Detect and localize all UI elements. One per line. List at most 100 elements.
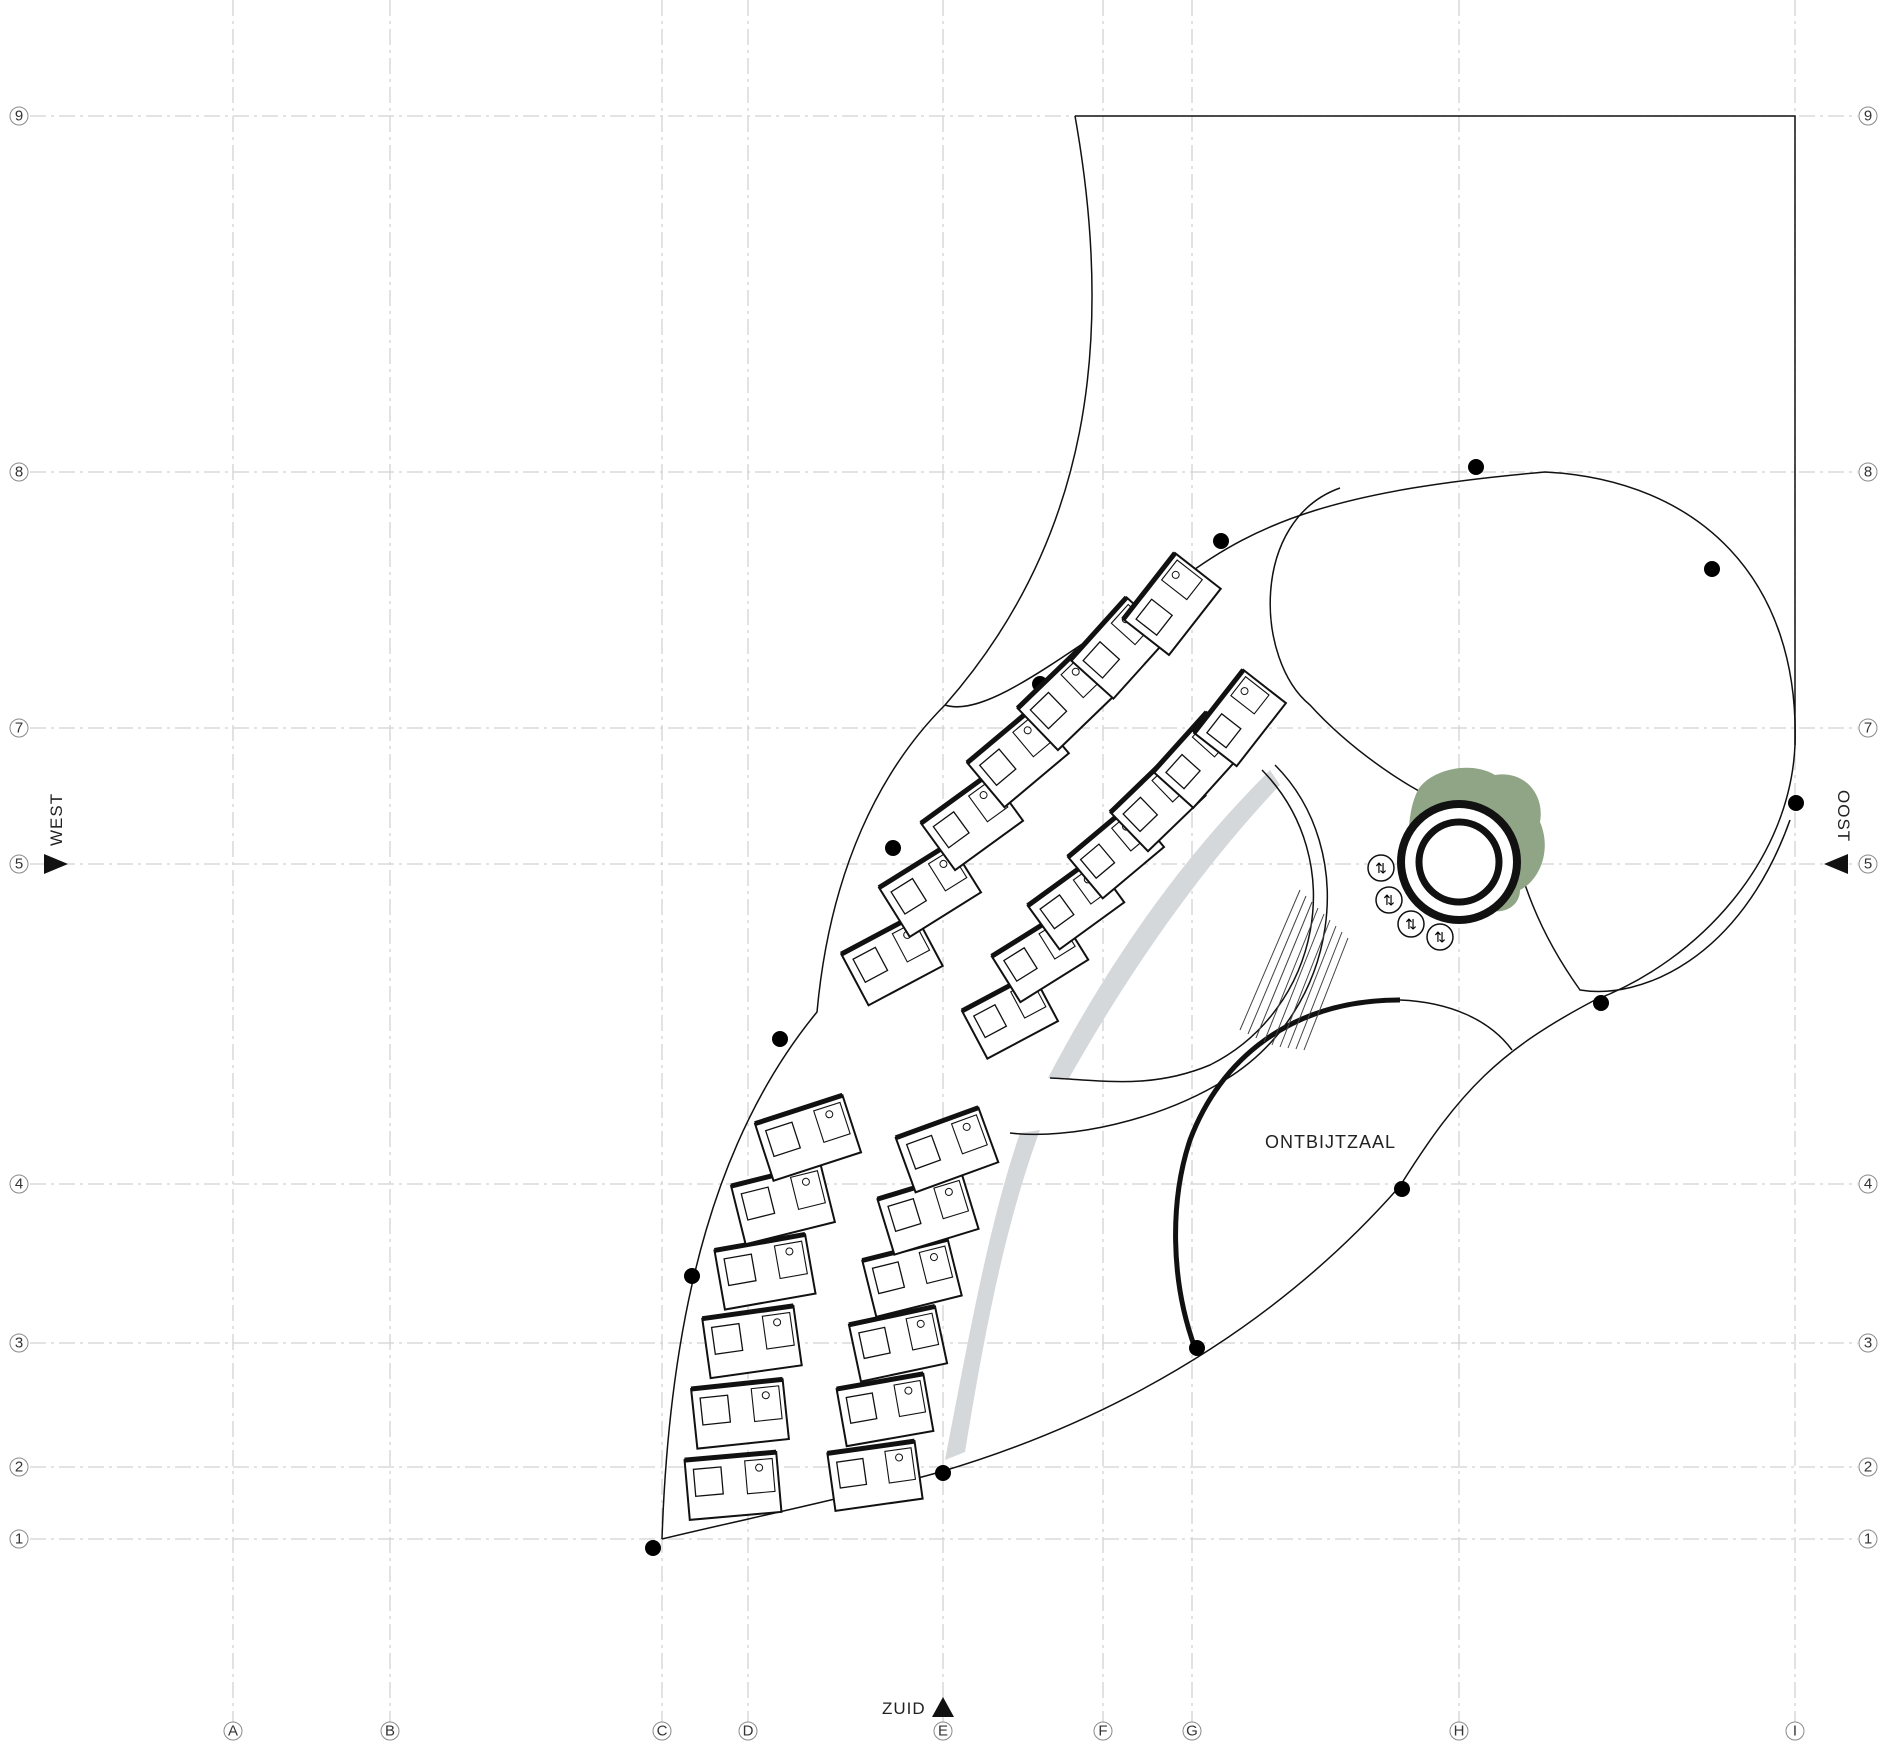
column <box>772 1031 788 1047</box>
svg-text:4: 4 <box>1864 1176 1872 1193</box>
bed-icon <box>835 1457 868 1489</box>
svg-text:1: 1 <box>1864 1531 1872 1548</box>
svg-text:ZUID: ZUID <box>882 1699 926 1718</box>
hotel-room <box>753 1092 863 1183</box>
column <box>1704 561 1720 577</box>
bed-icon <box>1002 946 1038 983</box>
bed-icon <box>932 810 970 849</box>
bed-icon <box>852 946 889 984</box>
bathroom-icon <box>744 1457 776 1495</box>
svg-text:C: C <box>657 1723 668 1740</box>
hotel-room <box>690 1376 790 1450</box>
bed-icon <box>740 1186 776 1221</box>
grid-marker-F: F <box>1093 1721 1113 1741</box>
bed-icon <box>890 877 928 915</box>
courtyard-arc <box>1009 764 1328 1136</box>
building-outer-north <box>661 471 1796 1540</box>
stairs <box>1239 889 1349 1051</box>
bathroom-icon <box>1230 675 1270 715</box>
grid-marker-C: C <box>652 1721 672 1741</box>
bathroom-icon <box>933 1179 970 1220</box>
triangle-icon <box>44 854 68 874</box>
hotel-room <box>701 1303 803 1380</box>
svg-text:7: 7 <box>15 720 23 737</box>
svg-text:⇅: ⇅ <box>1375 860 1387 876</box>
breakfast-room-label: ONTBIJTZAAL <box>1265 1132 1396 1152</box>
bathroom-icon <box>789 1170 827 1211</box>
svg-text:3: 3 <box>15 1335 23 1352</box>
svg-text:D: D <box>743 1723 754 1740</box>
hotel-room <box>729 1161 837 1246</box>
svg-text:2: 2 <box>15 1459 23 1476</box>
breakfast-room-wall <box>1173 997 1401 1349</box>
hotel-room <box>683 1449 783 1521</box>
bed-icon <box>871 1261 906 1295</box>
svg-text:7: 7 <box>1864 720 1872 737</box>
bed-icon <box>1205 712 1242 749</box>
bathroom-icon <box>813 1101 851 1143</box>
bathroom-icon <box>918 1245 954 1285</box>
building-outer-west <box>661 704 946 1540</box>
grid-marker-G: G <box>1182 1721 1202 1741</box>
up-down-arrows-icon: ⇅ <box>1426 923 1454 951</box>
column <box>645 1540 661 1556</box>
svg-text:9: 9 <box>1864 108 1872 125</box>
bed-icon <box>1082 640 1121 679</box>
hotel-room <box>1192 668 1288 768</box>
hotel-room <box>894 1105 1000 1194</box>
structural-columns <box>645 459 1804 1556</box>
ramp-shade-upper <box>1048 770 1280 1080</box>
triangle-icon <box>932 1697 954 1717</box>
svg-text:8: 8 <box>1864 464 1872 481</box>
svg-text:H: H <box>1454 1723 1465 1740</box>
hotel-room <box>861 1236 963 1318</box>
bed-icon <box>699 1394 732 1426</box>
svg-text:9: 9 <box>15 108 23 125</box>
column <box>1189 1340 1205 1356</box>
svg-text:3: 3 <box>1864 1335 1872 1352</box>
svg-text:⇅: ⇅ <box>1383 892 1395 908</box>
hotel-room <box>826 1438 924 1512</box>
column <box>885 840 901 856</box>
grid-marker-H: H <box>1449 1721 1469 1741</box>
column <box>684 1268 700 1284</box>
bed-icon <box>692 1466 724 1497</box>
grid-marker-B: B <box>380 1721 400 1741</box>
hotel-room <box>1121 551 1223 657</box>
column <box>1593 995 1609 1011</box>
bed-icon <box>887 1197 922 1233</box>
direction-south: ZUID <box>882 1697 954 1718</box>
bathroom-icon <box>1160 559 1204 601</box>
svg-text:A: A <box>228 1723 238 1740</box>
hotel-room <box>876 1171 980 1256</box>
up-down-arrows-icon: ⇅ <box>1367 854 1395 882</box>
bathroom-icon <box>773 1240 808 1280</box>
hotel-room <box>839 912 945 1007</box>
column <box>1468 459 1484 475</box>
svg-text:⇅: ⇅ <box>1434 929 1446 945</box>
svg-text:F: F <box>1098 1723 1107 1740</box>
bed-icon <box>845 1392 878 1424</box>
grid-marker-E: E <box>933 1721 953 1741</box>
direction-east: OOST <box>1824 790 1853 874</box>
grid-marker-A: A <box>223 1721 243 1741</box>
bed-icon <box>723 1253 757 1287</box>
bed-icon <box>710 1322 744 1355</box>
bed-icon <box>978 748 1017 787</box>
svg-text:4: 4 <box>15 1176 23 1193</box>
site-boundary <box>944 115 1796 745</box>
bathroom-icon <box>905 1312 940 1351</box>
courtyard-arc-inner <box>1049 769 1315 1083</box>
svg-text:I: I <box>1793 1723 1797 1740</box>
bathroom-icon <box>761 1311 795 1350</box>
hotel-room <box>847 1304 949 1383</box>
bed-icon <box>1135 598 1174 637</box>
column <box>1788 795 1804 811</box>
